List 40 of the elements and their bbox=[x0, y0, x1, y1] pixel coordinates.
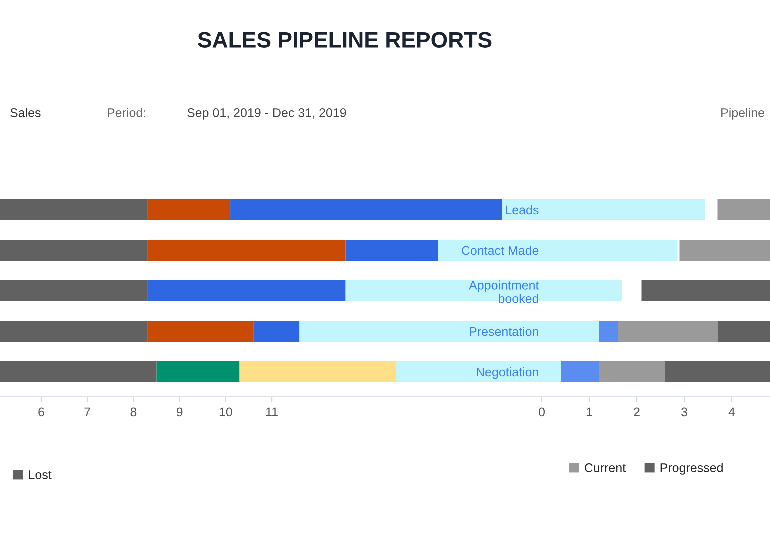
bar bbox=[230, 199, 503, 221]
text: Pipeline bbox=[722, 108, 764, 120]
chart-title: SALES PIPELINE REPORTS bbox=[198, 32, 492, 48]
bar bbox=[240, 361, 397, 383]
bar bbox=[618, 320, 718, 342]
legend-label: Progressed bbox=[660, 463, 723, 475]
y-tick-label: Leads bbox=[506, 205, 539, 215]
x-tick-label: 1 bbox=[586, 408, 592, 416]
x-tick-label: 8 bbox=[130, 408, 137, 417]
x-tick-label: 11 bbox=[266, 408, 278, 416]
text: Period: bbox=[108, 108, 146, 118]
x-tick-label: 4 bbox=[728, 408, 736, 416]
bar bbox=[718, 320, 770, 342]
y-tick-label: Contact Made bbox=[462, 246, 539, 256]
x-tick-label: 9 bbox=[176, 408, 183, 417]
x-tick-label: 10 bbox=[220, 408, 232, 417]
x-tick-label: 7 bbox=[84, 408, 90, 416]
bar bbox=[666, 361, 770, 383]
y-tick-label: Negotiation bbox=[477, 367, 538, 380]
y-tick-label: Presentation bbox=[470, 326, 538, 336]
y-tick-label: Appointment booked bbox=[469, 280, 540, 304]
bar bbox=[438, 240, 678, 262]
bar bbox=[599, 320, 618, 342]
bar bbox=[254, 320, 300, 342]
x-tick-label: 3 bbox=[682, 408, 688, 417]
text: Sep 01, 2019 - Dec 31, 2019 bbox=[188, 108, 346, 120]
x-tick-label: 6 bbox=[38, 408, 44, 417]
legend-label: Lost bbox=[29, 470, 52, 480]
bar bbox=[718, 199, 770, 221]
bar bbox=[502, 199, 706, 221]
bar bbox=[642, 280, 770, 302]
text: Sales bbox=[10, 108, 41, 118]
bar bbox=[346, 240, 438, 262]
bar bbox=[599, 361, 666, 383]
legend-label: Current bbox=[585, 464, 626, 472]
bar bbox=[680, 240, 770, 262]
bar bbox=[561, 361, 599, 383]
x-tick-label: 0 bbox=[539, 408, 545, 417]
bar bbox=[346, 280, 622, 302]
x-tick-label: 2 bbox=[634, 408, 640, 416]
